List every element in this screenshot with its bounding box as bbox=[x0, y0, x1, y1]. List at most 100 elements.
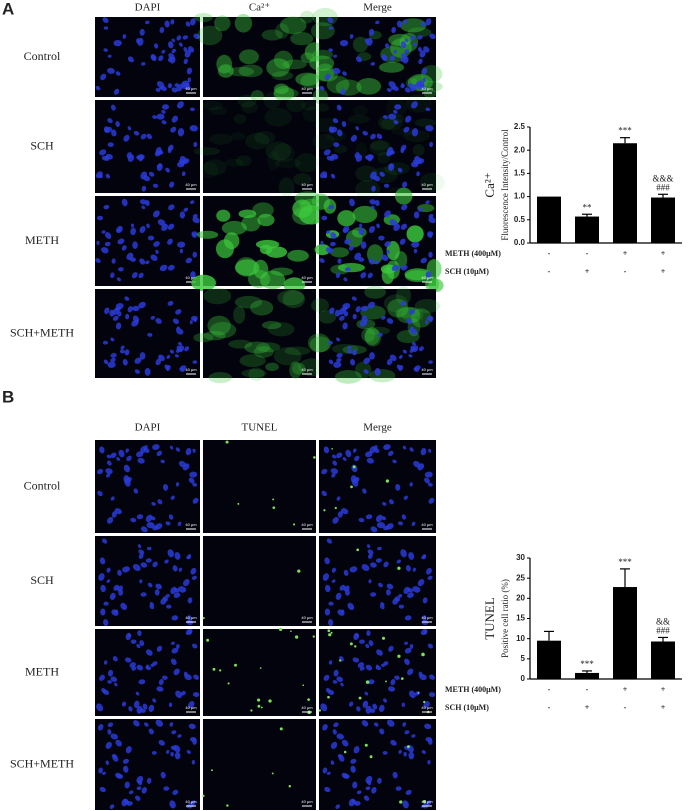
nucleus bbox=[331, 473, 336, 478]
nucleus bbox=[342, 322, 348, 330]
green-dot bbox=[334, 506, 337, 510]
nucleus bbox=[383, 561, 389, 568]
green-dot bbox=[406, 745, 410, 749]
nucleus bbox=[348, 798, 356, 807]
nucleus bbox=[401, 702, 405, 708]
micrograph: 40 μm bbox=[95, 100, 200, 193]
nucleus bbox=[138, 679, 146, 685]
nucleus bbox=[408, 690, 416, 699]
nucleus bbox=[107, 680, 112, 684]
nucleus bbox=[155, 249, 159, 254]
nucleus bbox=[126, 455, 132, 462]
nucleus bbox=[127, 154, 135, 162]
nucleus bbox=[176, 643, 180, 649]
nucleus bbox=[393, 109, 398, 114]
nucleus bbox=[409, 447, 414, 452]
green-cell bbox=[261, 321, 282, 330]
nucleus bbox=[192, 251, 198, 258]
green-dot bbox=[272, 498, 275, 501]
nucleus bbox=[331, 567, 336, 573]
nucleus bbox=[110, 272, 115, 279]
nucleus bbox=[192, 213, 198, 219]
nucleus bbox=[131, 272, 138, 279]
nucleus bbox=[187, 554, 192, 560]
nucleus bbox=[368, 579, 372, 584]
green-cell bbox=[298, 205, 324, 225]
nucleus bbox=[370, 592, 377, 597]
nucleus bbox=[178, 567, 183, 572]
nucleus bbox=[365, 786, 371, 791]
nucleus bbox=[101, 247, 109, 254]
nucleus bbox=[171, 48, 176, 54]
nucleus bbox=[404, 647, 412, 654]
nucleus bbox=[367, 272, 373, 279]
nucleus bbox=[99, 786, 106, 793]
nucleus bbox=[133, 700, 140, 708]
nucleus bbox=[418, 346, 424, 352]
nucleus bbox=[130, 517, 137, 523]
nucleus bbox=[321, 490, 327, 497]
green-cell bbox=[273, 50, 293, 70]
green-cell bbox=[298, 358, 325, 377]
nucleus bbox=[381, 254, 389, 262]
nucleus bbox=[192, 497, 199, 504]
scale-bar-label: 40 μm bbox=[185, 182, 197, 187]
nucleus bbox=[384, 210, 391, 218]
nucleus bbox=[142, 703, 148, 710]
error-bar bbox=[582, 670, 592, 673]
nucleus bbox=[405, 115, 412, 123]
nucleus bbox=[136, 155, 140, 160]
nucleus bbox=[361, 720, 369, 727]
nucleus bbox=[375, 20, 380, 25]
nucleus bbox=[326, 230, 331, 234]
nucleus bbox=[139, 258, 146, 265]
nucleus bbox=[105, 468, 113, 475]
nucleus bbox=[417, 158, 425, 165]
nucleus bbox=[417, 579, 425, 587]
green-cell bbox=[248, 367, 265, 381]
nucleus bbox=[330, 173, 336, 179]
bar bbox=[575, 216, 599, 243]
nucleus bbox=[100, 73, 107, 81]
green-cell bbox=[364, 328, 382, 347]
green-cell bbox=[239, 354, 266, 368]
green-cell bbox=[309, 55, 335, 71]
nucleus bbox=[369, 352, 375, 360]
green-cell bbox=[394, 251, 408, 269]
green-cell bbox=[263, 91, 281, 110]
nucleus bbox=[351, 296, 357, 301]
nucleus bbox=[174, 354, 179, 358]
nucleus bbox=[386, 249, 390, 254]
nucleus bbox=[366, 630, 371, 637]
nucleus bbox=[98, 573, 105, 581]
nucleus bbox=[413, 248, 418, 254]
nucleus bbox=[107, 54, 112, 58]
green-dot bbox=[206, 638, 210, 642]
condition-sign: + bbox=[585, 703, 590, 712]
nucleus bbox=[393, 120, 399, 125]
nucleus bbox=[191, 760, 196, 765]
y-axis-title: Fluorescence Intensity/Control bbox=[500, 129, 510, 241]
nucleus bbox=[324, 557, 330, 565]
green-cell bbox=[273, 83, 289, 95]
nucleus bbox=[365, 155, 369, 160]
nucleus bbox=[408, 552, 415, 560]
green-cell bbox=[311, 298, 329, 313]
nucleus bbox=[167, 238, 173, 245]
nucleus bbox=[164, 559, 169, 564]
row-label: METH bbox=[25, 664, 59, 678]
green-cell bbox=[333, 145, 348, 154]
nucleus bbox=[386, 719, 395, 727]
nucleus bbox=[402, 800, 409, 809]
nucleus bbox=[365, 451, 373, 458]
condition-sign: - bbox=[548, 703, 551, 712]
nucleus bbox=[102, 340, 109, 345]
green-dot bbox=[423, 700, 426, 704]
nucleus bbox=[418, 207, 423, 212]
nucleus bbox=[376, 649, 383, 656]
micrograph: 40 μm bbox=[193, 91, 323, 197]
green-cell bbox=[267, 151, 280, 171]
green-cell bbox=[295, 72, 320, 86]
green-cell bbox=[355, 361, 372, 379]
green-dot bbox=[369, 755, 373, 759]
